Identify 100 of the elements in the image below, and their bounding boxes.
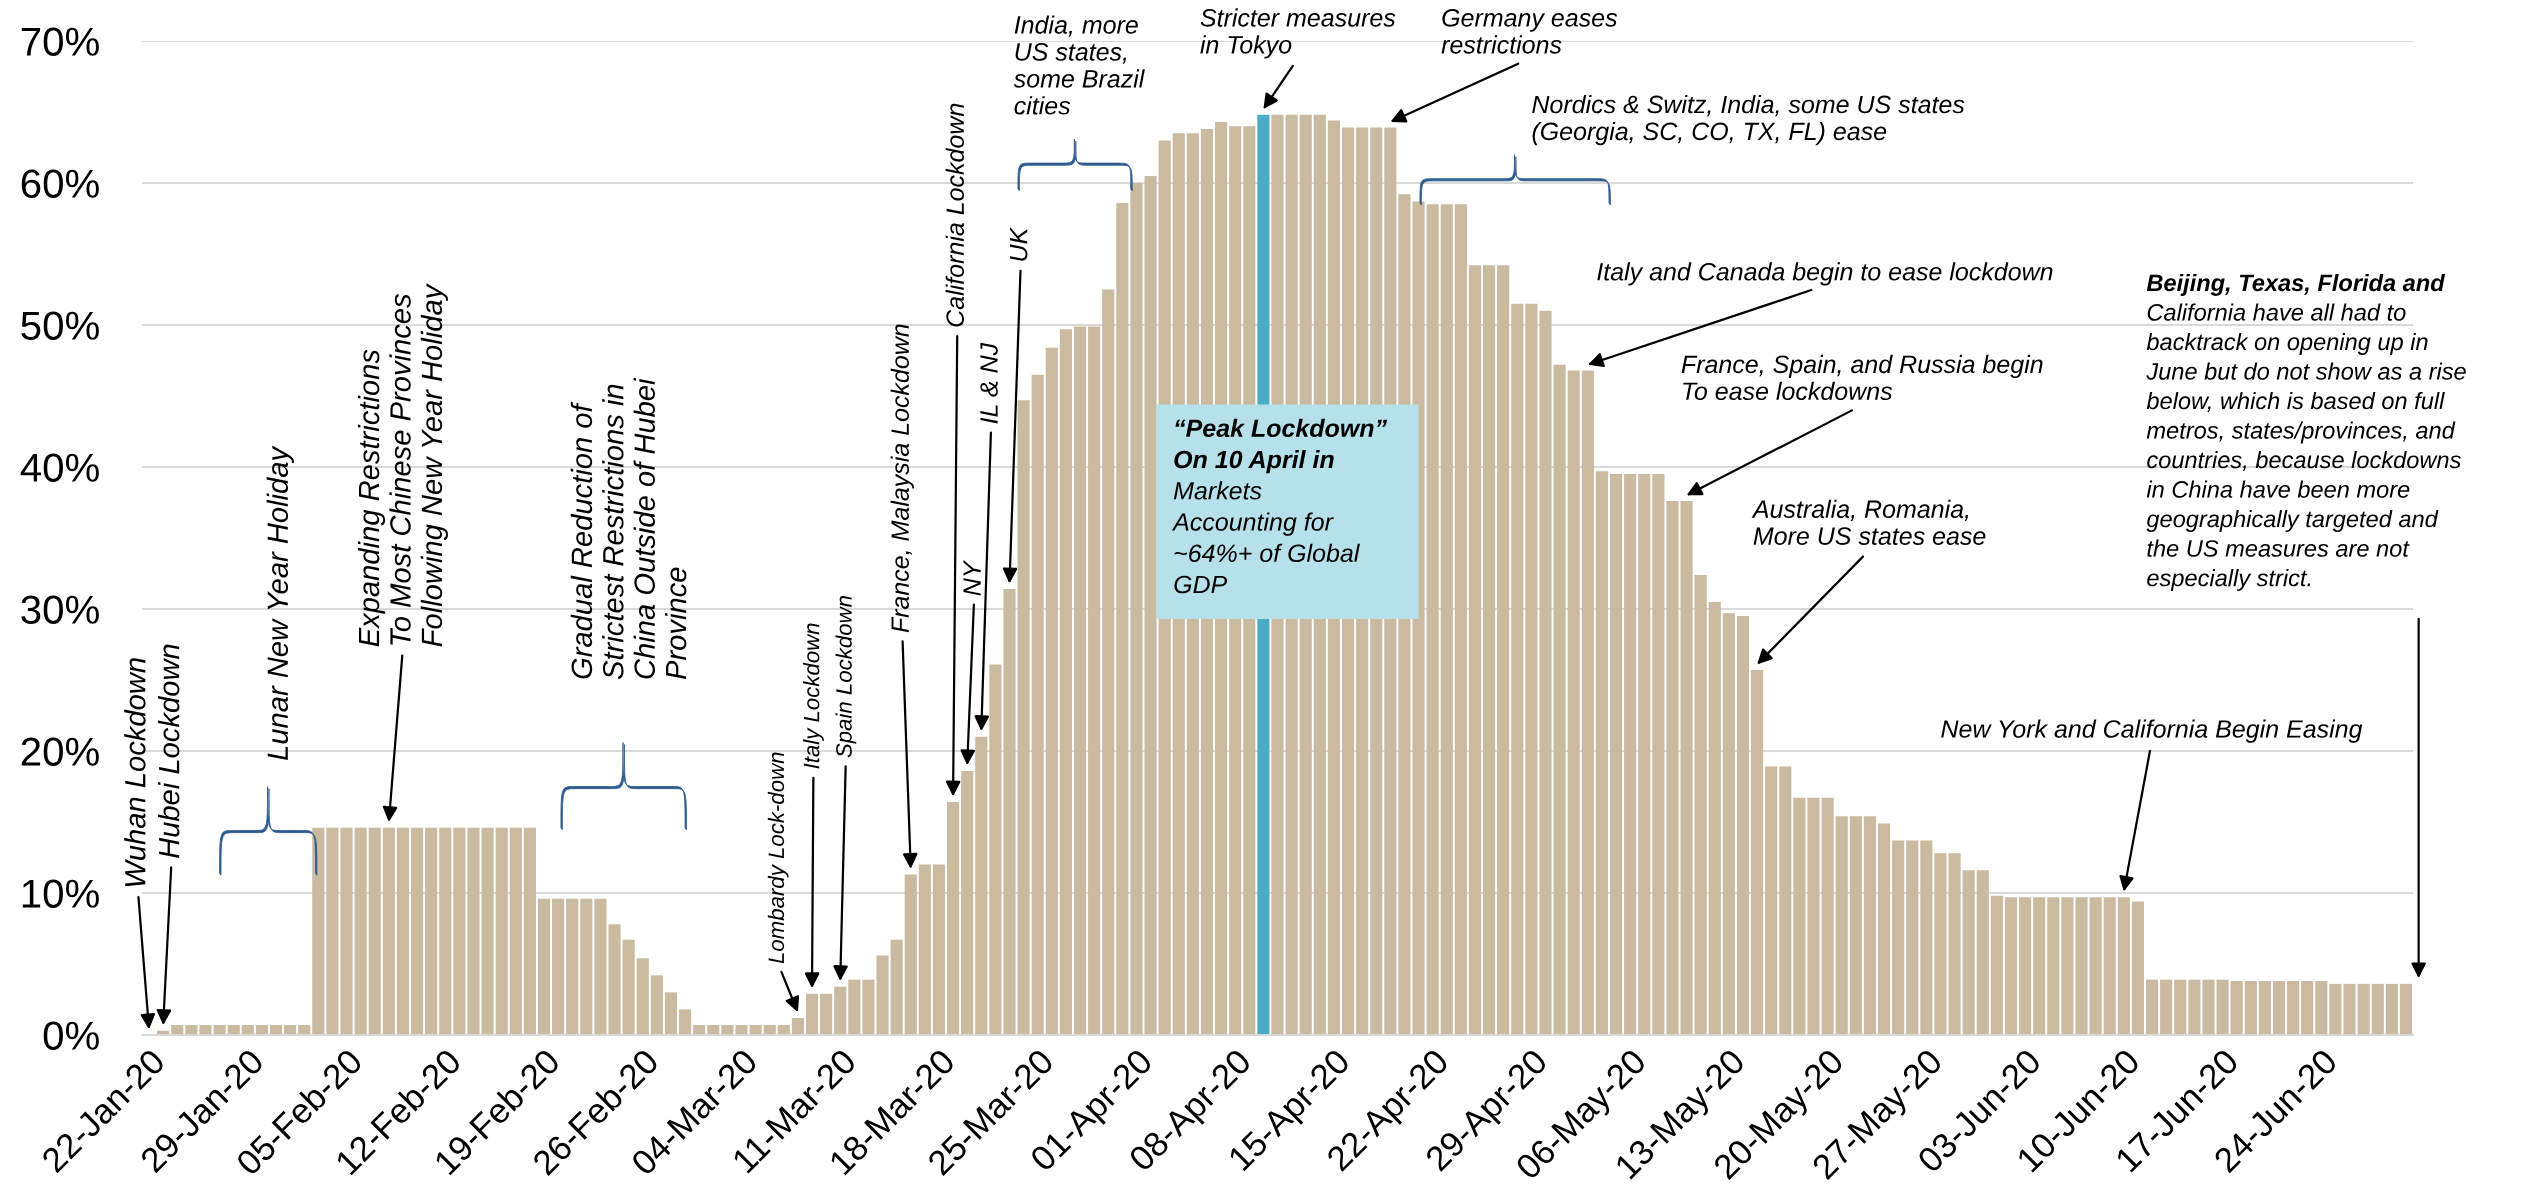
bar xyxy=(453,827,466,1035)
bar xyxy=(1609,474,1623,1035)
annotation: New York and California Begin Easing xyxy=(1941,719,2363,743)
bar xyxy=(1454,204,1467,1035)
annotation: Australia, Romania, More US states ease xyxy=(1751,499,1986,545)
annotation: “Peak Lockdown” On 10 April in Markets Accounting for ~64%+ of Global GDP xyxy=(1171,418,1388,594)
bar xyxy=(1976,870,1989,1035)
bar xyxy=(848,979,861,1035)
bar xyxy=(1807,797,1820,1035)
y-tick-label: 70% xyxy=(21,27,99,56)
annotation: UK xyxy=(1010,226,1028,261)
bar xyxy=(2089,897,2102,1035)
bar xyxy=(2117,897,2130,1035)
bar xyxy=(1102,289,1115,1035)
bar xyxy=(2343,983,2356,1035)
bar xyxy=(2033,897,2046,1035)
bar xyxy=(396,827,410,1035)
bar xyxy=(2329,983,2342,1035)
bar xyxy=(1962,870,1975,1035)
bar xyxy=(2371,983,2384,1035)
annotation: Lombardy Lock-down xyxy=(767,752,789,964)
bar xyxy=(1511,303,1524,1035)
bar xyxy=(340,827,353,1035)
bar xyxy=(1877,823,1891,1035)
annotation: France, Malaysia Lockdown xyxy=(890,324,914,633)
bar xyxy=(481,827,494,1035)
annotation: Expanding Restrictions To Most Chinese Provinces Following New Year Holiday xyxy=(357,283,448,647)
bar xyxy=(1793,797,1806,1035)
bar xyxy=(735,1025,748,1035)
bar xyxy=(834,986,847,1035)
bar xyxy=(1468,265,1482,1035)
bar xyxy=(439,827,452,1035)
bar xyxy=(2061,897,2074,1035)
bar xyxy=(354,827,367,1035)
bar xyxy=(1694,574,1707,1035)
bar xyxy=(2047,897,2060,1035)
bar xyxy=(594,898,607,1035)
y-tick-label: 40% xyxy=(20,453,99,482)
y-tick-label: 30% xyxy=(21,595,99,624)
bar xyxy=(1751,670,1764,1035)
annotation: Gradual Reduction of Strictest Restrictions in China Outside of Hubei Province xyxy=(570,377,687,680)
bar xyxy=(2357,983,2370,1035)
bar xyxy=(1003,589,1016,1035)
bar xyxy=(1934,853,1947,1035)
bar xyxy=(2301,981,2314,1035)
annotation: Italy Lockdown xyxy=(803,623,824,769)
annotation: Nordics & Switz, India, some US states (Georgia, SC, CO, TX, FL) ease xyxy=(1532,94,1965,146)
bar xyxy=(425,827,438,1035)
bar xyxy=(679,1009,692,1035)
bar xyxy=(904,874,917,1035)
bar xyxy=(580,898,593,1035)
y-tick-label: 50% xyxy=(21,311,99,340)
bar xyxy=(1483,265,1496,1035)
bar xyxy=(368,827,381,1035)
annotation: NY xyxy=(963,559,981,596)
bar xyxy=(2287,981,2300,1035)
bar xyxy=(1525,303,1538,1035)
bar xyxy=(1017,400,1030,1035)
y-tick-label: 60% xyxy=(21,169,99,198)
bar xyxy=(1652,474,1665,1035)
bar xyxy=(2103,897,2116,1035)
annotation: India, more US states, some Brazil cities xyxy=(1013,15,1145,115)
bar xyxy=(664,992,678,1035)
bar xyxy=(523,827,536,1035)
annotation: IL & NJ xyxy=(980,342,998,424)
bar xyxy=(2230,981,2243,1035)
bar xyxy=(537,898,551,1035)
bar xyxy=(1497,265,1510,1035)
bar xyxy=(1440,204,1453,1035)
bar xyxy=(1892,840,1905,1035)
bar xyxy=(2075,897,2088,1035)
bar xyxy=(467,827,480,1035)
bar xyxy=(2272,981,2286,1035)
y-tick-label: 0% xyxy=(43,1021,99,1050)
bar xyxy=(326,827,339,1035)
text: Beijing, Texas, Florida and California have all had to backtrack on opening up in June but do not show as a rise below, which is based on full metros, states/provinces, and countries, because lockdowns in China have been more geographically targeted and the US measures are not especially strict. xyxy=(2146,273,2466,592)
bar xyxy=(1553,364,1566,1035)
bar xyxy=(312,827,325,1035)
annotation: Hubei Lockdown xyxy=(158,644,180,859)
bar xyxy=(820,993,833,1035)
bar xyxy=(2258,981,2271,1035)
bar xyxy=(410,827,424,1035)
bar xyxy=(1948,853,1961,1035)
annotation: Italy and Canada begin to ease lockdown xyxy=(1597,262,2053,286)
bar xyxy=(1059,329,1072,1035)
bar xyxy=(1539,310,1552,1035)
bar xyxy=(918,864,931,1035)
bar xyxy=(1906,840,1919,1035)
bar xyxy=(1045,347,1058,1035)
bar xyxy=(1920,840,1933,1035)
bar xyxy=(552,898,565,1035)
bar xyxy=(2315,981,2328,1035)
bar xyxy=(2174,979,2187,1035)
bar xyxy=(1088,326,1101,1035)
bar xyxy=(2131,901,2145,1035)
bar xyxy=(1835,816,1848,1035)
annotation: Spain Lockdown xyxy=(835,596,857,758)
bar xyxy=(509,827,522,1035)
bar xyxy=(650,975,663,1035)
bar xyxy=(1863,816,1876,1035)
